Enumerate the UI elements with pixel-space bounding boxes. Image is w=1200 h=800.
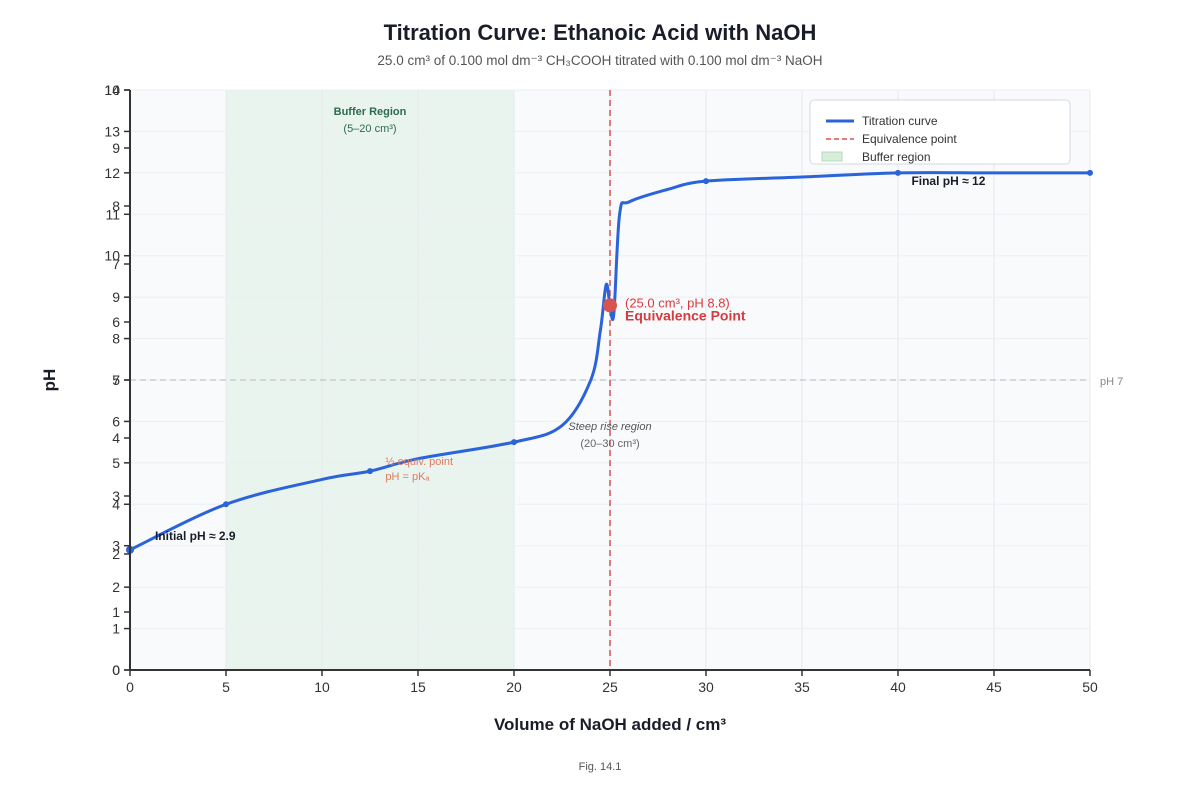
legend-label: Titration curve [862,114,938,128]
y-tick-label: 4 [112,496,120,512]
legend-label: Buffer region [862,150,931,164]
half-equivalence-label: ½ equiv. point [385,456,453,468]
x-tick-label: 20 [506,679,522,695]
x-tick-label: 35 [794,679,810,695]
data-point [1087,169,1093,176]
x-tick-label: 45 [986,679,1002,695]
legend-box [809,99,1071,165]
data-point [895,169,901,176]
x-tick-label: 15 [410,679,426,695]
data-point [703,178,709,185]
y-tick-label: 8 [112,331,120,347]
y-tick-label: 0 [112,662,120,678]
y-tick-label-secondary: 1 [112,604,120,620]
reference-lines [130,90,1090,670]
y-tick-label-secondary: 7 [112,256,120,272]
legend: Titration curve Equivalence point Buffer r… [809,99,1071,165]
y-tick-label: 5 [112,455,120,471]
buffer-region-label: Buffer Region [334,106,407,118]
x-tick-label: 50 [1082,679,1098,695]
buffer-region-range: (5–20 cm³) [343,123,396,135]
x-axis-label: Volume of NaOH added / cm³ [494,715,726,734]
y-tick-label: 10 [104,248,120,264]
y-tick-label: 6 [112,413,120,429]
legend-label: Equivalence point [862,132,957,146]
x-tick-label: 5 [222,679,230,695]
x-tick-label: 25 [602,679,618,695]
y-tick-label: 2 [112,579,120,595]
y-tick-label: 9 [112,289,120,305]
equivalence-point-label: Equivalence Point [625,307,746,323]
y-tick-label: 12 [104,165,120,181]
y-tick-label-secondary: 5 [112,372,120,388]
chart-subtitle: 25.0 cm³ of 0.100 mol dm⁻³ CH₃COOH titra… [377,53,822,68]
equivalence-point-detail: (25.0 cm³, pH 8.8) [625,295,730,310]
equivalence-point-marker [603,298,617,313]
y-tick-label: 3 [112,538,120,554]
x-tick-label: 30 [698,679,714,695]
y-tick-label: 11 [105,206,120,222]
x-tick-label: 0 [126,679,134,695]
data-point [223,501,229,508]
x-tick-label: 40 [890,679,906,695]
y-axis-label: pH [40,369,59,392]
data-point [367,468,373,475]
data-point [511,439,517,446]
y-tick-label-secondary: 4 [112,430,120,446]
steep-rise-label: Steep rise region [568,421,651,433]
x-tick-label: 10 [314,679,330,695]
final-ph-label: Final pH ≈ 12 [911,174,985,188]
y-tick-label-secondary: 8 [112,198,120,214]
y-tick-label-secondary: 0 [112,662,120,678]
y-tick-label-secondary: 2 [112,546,120,562]
initial-ph-label: Initial pH ≈ 2.9 [155,529,236,543]
y-tick-label-secondary: 9 [112,140,120,156]
y-tick-label-secondary: 3 [112,488,120,504]
ph7-reference-label: pH 7 [1100,376,1123,388]
legend-swatch-box [821,151,843,162]
chart-title: Titration Curve: Ethanoic Acid with NaOH [384,20,817,45]
y-tick-label: 7 [112,372,120,388]
y-tick-label-secondary: 10 [104,82,120,98]
x-ticks: 0 5 10 15 20 25 30 35 40 45 50 [126,670,1098,695]
figure-caption: Fig. 14.1 [579,761,622,773]
half-equivalence-pka: pH = pKₐ [385,471,430,483]
y-tick-label: 13 [104,123,120,139]
y-tick-label-secondary: 6 [112,314,120,330]
steep-rise-range: (20–30 cm³) [580,438,639,450]
y-tick-label: 1 [112,621,120,637]
y-tick-label: 14 [104,82,120,98]
